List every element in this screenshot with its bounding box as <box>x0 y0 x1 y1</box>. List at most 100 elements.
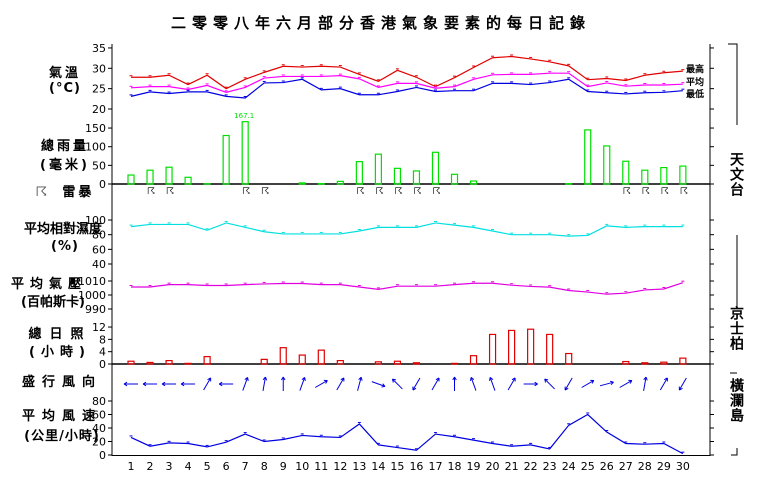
wind-arrowhead <box>123 381 128 385</box>
tick-label: 80 <box>92 229 106 242</box>
wind-arrowhead <box>454 376 457 381</box>
x-tick-label: 16 <box>409 460 423 473</box>
sunshine-bar <box>203 356 211 365</box>
sunshine-bar <box>469 355 478 365</box>
sunshine-bar <box>546 333 554 365</box>
rain-bar <box>431 151 440 185</box>
station-observatory: 天文台 <box>728 152 744 197</box>
x-tick-label: 19 <box>467 460 481 473</box>
x-tick-label: 15 <box>390 460 404 473</box>
wind-arrowhead <box>564 387 569 391</box>
wind-arrowhead <box>591 380 595 384</box>
wind-arrowhead <box>489 377 494 381</box>
sunshine-bar <box>260 358 268 365</box>
wind-speed-line <box>130 413 684 455</box>
rain-bar <box>241 121 249 185</box>
wind-speed-unit: (公里/小時) <box>24 429 100 444</box>
thunderstorm-marker: ☈ <box>642 187 650 197</box>
wind-arrow <box>357 377 362 391</box>
chart-title: 二零零八年六月部分香港氣象要素的每日記錄 <box>170 14 591 32</box>
sunshine-bar <box>336 360 344 365</box>
x-tick-label: 26 <box>600 460 614 473</box>
wind-arrowhead <box>161 381 166 385</box>
wind-arrowhead <box>180 381 185 385</box>
wind-arrowhead <box>264 376 268 381</box>
legend-label: 最高 <box>686 63 704 75</box>
x-tick-label: 4 <box>185 460 192 473</box>
wind-arrow <box>470 377 477 391</box>
wind-arrowhead <box>358 376 362 381</box>
humidity-label: 平均相對濕度 <box>23 222 102 237</box>
temp-line-1 <box>130 72 683 93</box>
temperature-label: 氣溫 <box>48 66 81 81</box>
wind-arrow <box>643 377 647 391</box>
thunderstorm-marker: ☈ <box>261 187 269 197</box>
wind-arrowhead <box>218 383 223 387</box>
wind-arrowhead <box>142 383 147 387</box>
wind-arrowhead <box>247 377 249 381</box>
rain-bar <box>660 166 668 185</box>
tick-label: 4 <box>99 346 106 359</box>
x-tick-label: 22 <box>524 460 538 473</box>
thunderstorm-marker: ☈ <box>661 187 669 197</box>
rain-bar <box>641 169 649 185</box>
tick-label: 0 <box>99 449 106 462</box>
wind-arrowhead <box>489 377 491 381</box>
legend-label: 最低 <box>686 88 704 100</box>
x-tick-label: 24 <box>562 460 576 473</box>
wind-arrowhead <box>610 380 614 383</box>
tick-label: 8 <box>99 333 106 346</box>
wind-arrowhead <box>325 380 328 384</box>
wind-arrowhead <box>679 387 683 391</box>
x-tick-label: 13 <box>352 460 366 473</box>
tick-label: 35 <box>92 42 106 55</box>
tick-label: 1010 <box>78 275 106 288</box>
wind-arrowhead <box>244 377 248 381</box>
wind-arrow <box>599 381 614 387</box>
wind-arrowhead <box>360 377 363 381</box>
wind-arrow <box>544 378 555 390</box>
x-tick-label: 7 <box>242 460 249 473</box>
tick-label: 0 <box>99 358 106 371</box>
rain-bar <box>146 169 154 185</box>
rain-bar <box>355 161 363 185</box>
wind-arrowhead <box>382 383 386 387</box>
rain-bar <box>469 180 478 185</box>
x-tick-label: 3 <box>166 460 173 473</box>
wind-arrowhead <box>412 387 417 391</box>
x-tick-label: 12 <box>333 460 347 473</box>
sunshine-bar <box>298 354 306 365</box>
sunshine-bar <box>622 360 630 365</box>
bracket-waglan-bottom <box>731 448 738 456</box>
sunshine-bar <box>641 362 649 365</box>
x-tick-label: 11 <box>314 460 328 473</box>
wind-arrow <box>262 377 266 391</box>
thunderstorm-marker: ☈ <box>147 187 155 197</box>
wind-arrowhead <box>304 377 306 381</box>
rain-bar <box>165 166 173 185</box>
tick-label: 20 <box>92 436 106 449</box>
sunshine-bar <box>165 360 173 365</box>
x-tick-label: 28 <box>638 460 652 473</box>
sunshine-bar <box>450 362 459 365</box>
rain-bar <box>127 174 135 185</box>
sunshine-bar <box>412 362 421 365</box>
wind-arrow <box>678 377 687 391</box>
rain-bar <box>222 134 230 185</box>
station-waglan: 橫瀾島 <box>728 378 744 423</box>
temp-line-0 <box>131 55 683 90</box>
thunderstorm-marker: ☈ <box>432 187 440 197</box>
wind-arrowhead <box>610 381 614 386</box>
wind-arrowhead <box>511 377 516 381</box>
wind-arrowhead <box>281 376 284 381</box>
thunderstorm-marker: ☈ <box>242 187 250 197</box>
rain-bar <box>679 165 687 185</box>
wind-speed-label: 平均風速 <box>21 409 102 424</box>
thunderstorm-marker: ☈ <box>394 187 402 197</box>
sunshine-unit: (小時) <box>29 345 91 360</box>
sunshine-bar <box>660 361 668 365</box>
thunderstorm-text: 雷暴 <box>62 185 95 200</box>
x-tick-label: 27 <box>619 460 633 473</box>
wind-arrowhead <box>207 377 211 381</box>
station-kings-park: 京士柏 <box>728 306 744 351</box>
